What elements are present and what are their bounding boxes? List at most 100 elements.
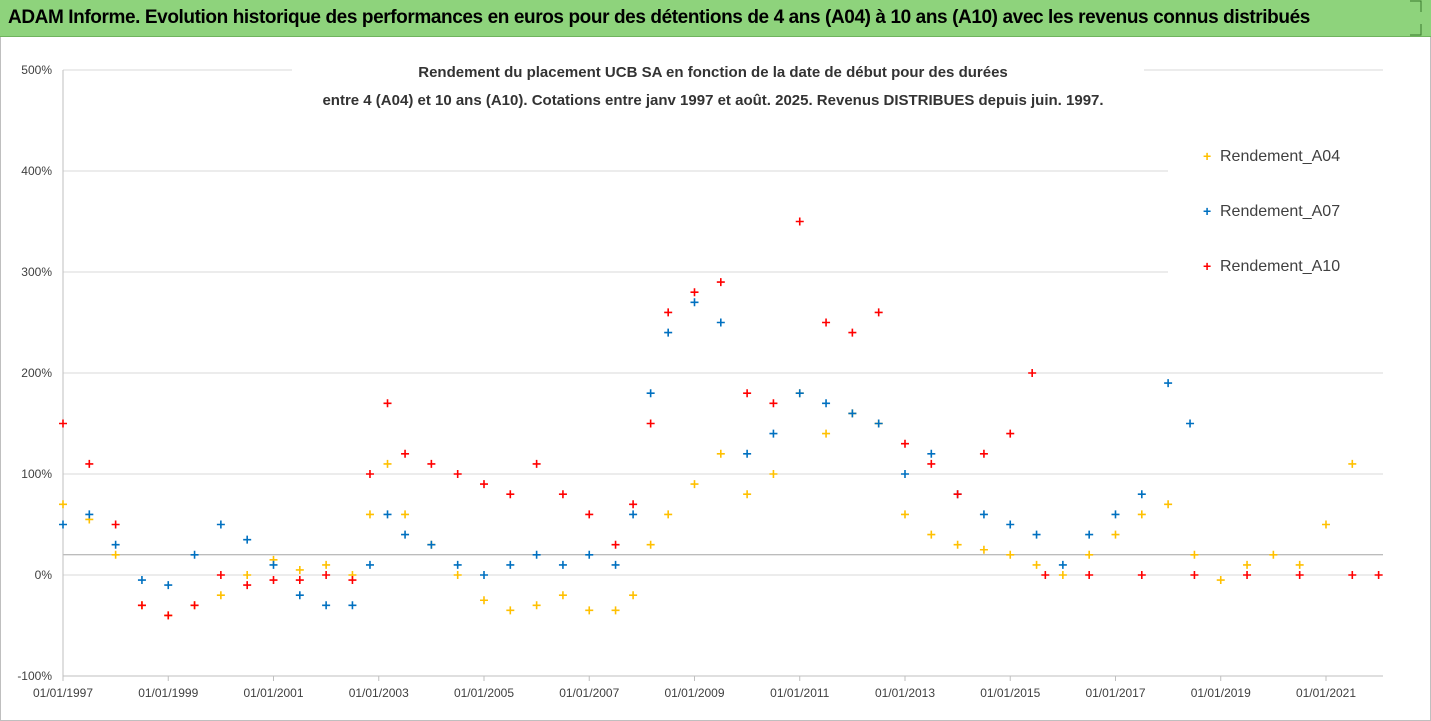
data-point: [243, 581, 252, 590]
data-point: [979, 510, 988, 519]
data-point: [1374, 571, 1383, 579]
data-point: [1006, 550, 1015, 559]
x-tick-label: 01/01/2003: [349, 686, 409, 700]
data-point: [629, 591, 638, 600]
data-point: [1137, 571, 1146, 579]
data-point: [1032, 530, 1041, 539]
y-tick-label: 100%: [21, 467, 52, 481]
data-point: [743, 389, 752, 398]
data-point: [1190, 550, 1199, 559]
data-point: [1348, 571, 1357, 579]
banner-title: ADAM Informe. Evolution historique des p…: [8, 7, 1310, 28]
data-point: [1295, 560, 1304, 569]
x-tick-label: 01/01/2021: [1296, 686, 1356, 700]
data-point: [506, 560, 515, 569]
data-point: [506, 490, 515, 499]
x-tick-label: 01/01/2011: [770, 686, 829, 700]
data-point: [874, 419, 883, 428]
data-point: [532, 550, 541, 559]
legend-marker-a04: +: [1203, 148, 1211, 164]
y-tick-label: 400%: [21, 164, 52, 178]
data-point: [506, 606, 515, 615]
x-tick-label: 01/01/2005: [454, 686, 514, 700]
data-point: [59, 520, 67, 529]
data-point: [453, 571, 462, 579]
data-point: [1058, 560, 1067, 569]
data-point: [848, 409, 857, 418]
x-tick-label: 01/01/2013: [875, 686, 935, 700]
data-point: [979, 449, 988, 458]
data-point: [190, 601, 199, 610]
data-point: [164, 581, 173, 590]
data-point: [743, 490, 752, 499]
data-point: [1348, 459, 1357, 468]
data-point: [348, 601, 357, 610]
x-tick-label: 01/01/2017: [1085, 686, 1145, 700]
data-point: [137, 576, 146, 585]
data-point: [585, 550, 594, 559]
data-point: [874, 308, 883, 317]
data-point: [348, 576, 357, 585]
data-point: [365, 560, 374, 569]
data-point: [558, 591, 567, 600]
data-point: [690, 480, 699, 489]
data-point: [769, 470, 778, 478]
data-point: [1111, 530, 1120, 539]
data-point: [1006, 520, 1015, 529]
data-point: [365, 470, 374, 478]
data-point: [900, 510, 909, 519]
data-point: [629, 500, 638, 509]
scatter-chart: -100%0%100%200%300%400%500% 01/01/1997 01…: [17, 48, 1383, 700]
data-point: [769, 399, 778, 408]
x-tick-label: 01/01/2007: [559, 686, 619, 700]
data-point: [1137, 490, 1146, 499]
y-tick-label: 300%: [21, 265, 52, 279]
data-point: [690, 288, 699, 297]
data-point: [927, 449, 936, 458]
data-point: [953, 540, 962, 549]
data-point: [453, 470, 462, 478]
data-point: [1186, 419, 1195, 428]
series-a07: [59, 298, 1195, 610]
data-point: [322, 601, 331, 610]
data-point: [848, 328, 857, 337]
x-axis-ticks: 01/01/1997 01/01/1999 01/01/2001 01/01/2003…: [33, 676, 1356, 700]
x-tick-label: 01/01/2009: [664, 686, 724, 700]
data-point: [795, 217, 804, 226]
data-point: [111, 520, 120, 529]
data-point: [216, 571, 225, 579]
data-point: [822, 318, 831, 327]
data-point: [137, 601, 146, 610]
x-tick-label: 01/01/2019: [1191, 686, 1251, 700]
data-point: [322, 560, 331, 569]
data-point: [1085, 530, 1094, 539]
data-point: [216, 591, 225, 600]
data-point: [427, 459, 436, 468]
data-point: [479, 571, 488, 579]
series-a04: [59, 389, 1357, 620]
data-point: [585, 606, 594, 615]
data-point: [383, 399, 392, 408]
data-point: [295, 591, 304, 600]
x-tick-label: 01/01/2015: [980, 686, 1040, 700]
data-point: [164, 611, 173, 620]
data-point: [243, 535, 252, 544]
data-point: [979, 545, 988, 554]
data-point: [111, 540, 120, 549]
data-point: [216, 520, 225, 529]
data-point: [111, 550, 120, 559]
data-point: [558, 490, 567, 499]
legend: + Rendement_A04 + Rendement_A07 + Rendem…: [1168, 125, 1383, 281]
corner-marks-icon: [1410, 0, 1422, 36]
data-point: [322, 571, 331, 579]
y-tick-label: 200%: [21, 366, 52, 380]
data-point: [243, 571, 252, 579]
data-point: [953, 490, 962, 499]
data-point: [646, 419, 655, 428]
data-point: [427, 540, 436, 549]
legend-box: [1168, 125, 1383, 281]
data-point: [646, 389, 655, 398]
data-point: [716, 278, 725, 287]
legend-label-a10: Rendement_A10: [1220, 258, 1340, 275]
data-point: [1085, 550, 1094, 559]
